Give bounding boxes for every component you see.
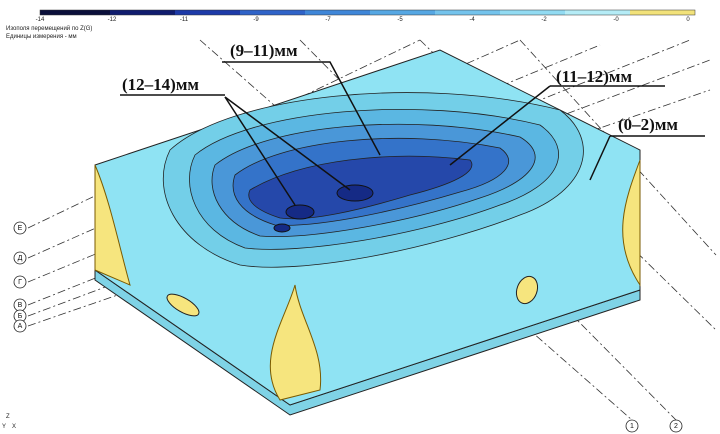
axis-label: Е [18, 225, 23, 232]
scale-label: -9 [253, 17, 259, 23]
annotation: (0–2)мм [618, 115, 678, 134]
triad-label: Z [6, 414, 10, 420]
screen: -14 -12 -11 -9 -7 -5 -4 -2 -0 0 Изополя перемещен… [0, 0, 720, 434]
annotation: (11–12)мм [556, 67, 632, 86]
triad-label: X [12, 424, 16, 430]
scale-label: -11 [180, 17, 189, 23]
axis-label: В [18, 302, 23, 309]
axis-label: Д [18, 255, 23, 262]
triad-label: Y [2, 424, 6, 430]
header-units: Единицы измерения - мм [6, 34, 77, 40]
scale-labels: -14 -12 -11 -9 -7 -5 -4 -2 -0 0 [36, 17, 691, 23]
color-scale [40, 10, 695, 15]
scale-label: -12 [108, 17, 117, 23]
scale-label: -5 [397, 17, 403, 23]
scale-label: -2 [541, 17, 547, 23]
axis-label: Б [18, 313, 23, 320]
annotation: (9–11)мм [230, 41, 298, 60]
slab [95, 50, 640, 415]
axis-label: 1 [630, 423, 634, 430]
axis-label: А [18, 323, 23, 330]
axis-label: Г [18, 279, 22, 286]
scale-label: -4 [469, 17, 475, 23]
scale-label: 0 [686, 17, 690, 23]
annotation: (12–14)мм [122, 75, 199, 94]
axis-label: 2 [674, 423, 678, 430]
scale-label: -14 [36, 17, 45, 23]
header-title: Изополя перемещений по Z(G) [6, 25, 92, 32]
scale-label: -0 [613, 17, 619, 23]
scale-label: -7 [325, 17, 331, 23]
